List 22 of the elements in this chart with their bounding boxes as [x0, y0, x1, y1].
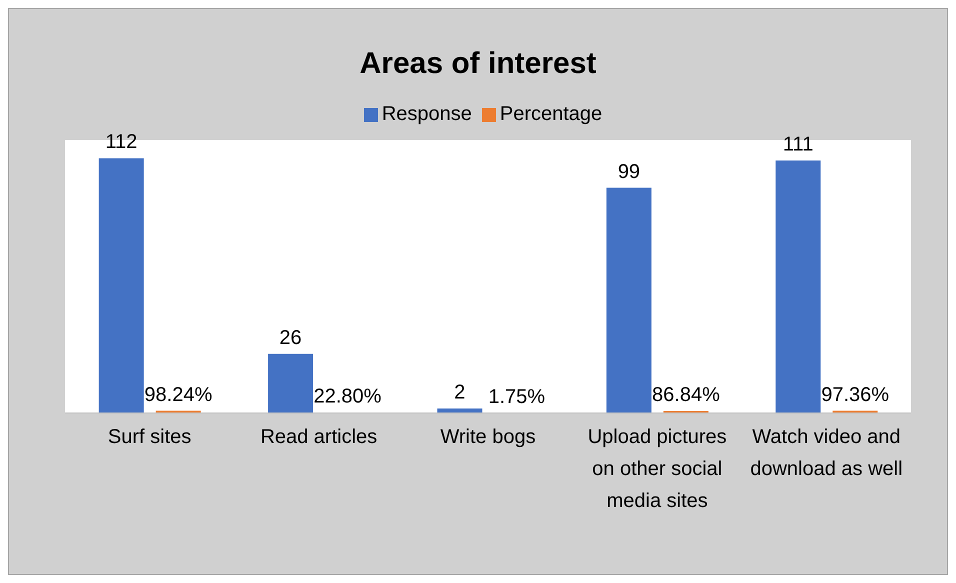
x-tick-label: Surf sites — [108, 426, 192, 448]
data-label: 86.84% — [652, 384, 720, 406]
data-label: 22.80% — [314, 385, 382, 408]
legend-label: Response — [382, 103, 472, 125]
data-label: 112 — [105, 131, 138, 154]
data-label: 2 — [454, 381, 466, 404]
x-tick-label: Read articles — [260, 426, 378, 448]
bar — [268, 354, 314, 413]
data-label: 99 — [618, 160, 640, 183]
bar — [98, 158, 144, 413]
x-tick-label: Upload pictures on other social media sites — [588, 426, 727, 512]
data-label: 97.36% — [821, 384, 890, 406]
bar — [776, 160, 821, 413]
legend-label: Percentage — [500, 103, 602, 125]
chart-title: Areas of interest — [358, 46, 598, 82]
x-tick-label: Write bogs — [440, 426, 536, 448]
x-tick-label: Watch video and download as well — [750, 426, 903, 480]
data-label: 98.24% — [144, 384, 212, 406]
bar — [606, 188, 652, 413]
data-label: 26 — [279, 326, 302, 349]
data-label: 111 — [782, 133, 814, 156]
data-label: 1.75% — [488, 386, 546, 408]
